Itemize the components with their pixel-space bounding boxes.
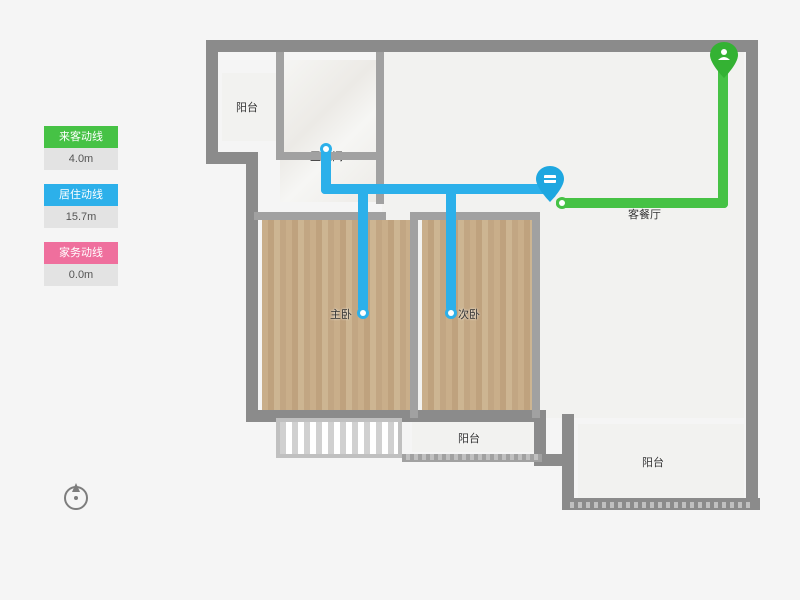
floor-plan: 阳台卫生间客餐厅主卧次卧阳台阳台 — [206, 34, 762, 520]
room-卫生间: 卫生间 — [280, 60, 382, 202]
wall — [532, 212, 540, 418]
wall — [746, 40, 758, 424]
wall — [206, 40, 758, 52]
room-label: 阳台 — [236, 99, 258, 115]
flow-resident — [321, 184, 556, 194]
guest-marker-icon — [710, 42, 738, 78]
balcony-rail — [406, 454, 538, 460]
legend-label: 来客动线 — [44, 126, 118, 148]
room-主卧: 主卧 — [262, 220, 412, 414]
compass-icon — [60, 480, 92, 512]
wall — [410, 212, 418, 418]
wall — [562, 414, 574, 506]
wall — [410, 212, 540, 220]
flow-guest — [556, 198, 728, 208]
flow-resident — [358, 184, 368, 312]
room-label: 主卧 — [330, 306, 352, 322]
wall — [246, 152, 258, 420]
room-label: 次卧 — [458, 306, 480, 322]
legend-value: 4.0m — [44, 148, 118, 170]
room-阳台: 阳台 — [578, 424, 744, 498]
legend-value: 0.0m — [44, 264, 118, 286]
room-label: 阳台 — [642, 454, 664, 470]
legend-label: 家务动线 — [44, 242, 118, 264]
flow-resident — [446, 184, 456, 312]
room-label: 客餐厅 — [628, 206, 661, 222]
wall — [206, 40, 218, 160]
flow-endpoint — [323, 146, 329, 152]
flow-endpoint — [448, 310, 454, 316]
room-label: 阳台 — [458, 430, 480, 446]
wall — [746, 414, 758, 506]
room-次卧: 次卧 — [422, 220, 532, 414]
legend: 来客动线 4.0m 居住动线 15.7m 家务动线 0.0m — [44, 126, 118, 300]
flow-endpoint — [360, 310, 366, 316]
resident-marker-icon — [536, 166, 564, 202]
room-阳台: 阳台 — [222, 73, 280, 141]
legend-item-resident: 居住动线 15.7m — [44, 184, 118, 228]
wall — [276, 52, 284, 160]
legend-value: 15.7m — [44, 206, 118, 228]
legend-label: 居住动线 — [44, 184, 118, 206]
legend-item-guest: 来客动线 4.0m — [44, 126, 118, 170]
balcony-rail — [276, 418, 402, 458]
legend-item-chore: 家务动线 0.0m — [44, 242, 118, 286]
balcony-rail — [570, 502, 750, 508]
wall — [376, 196, 384, 204]
wall — [376, 52, 384, 204]
flow-guest — [718, 58, 728, 208]
room-阳台: 阳台 — [412, 422, 534, 452]
